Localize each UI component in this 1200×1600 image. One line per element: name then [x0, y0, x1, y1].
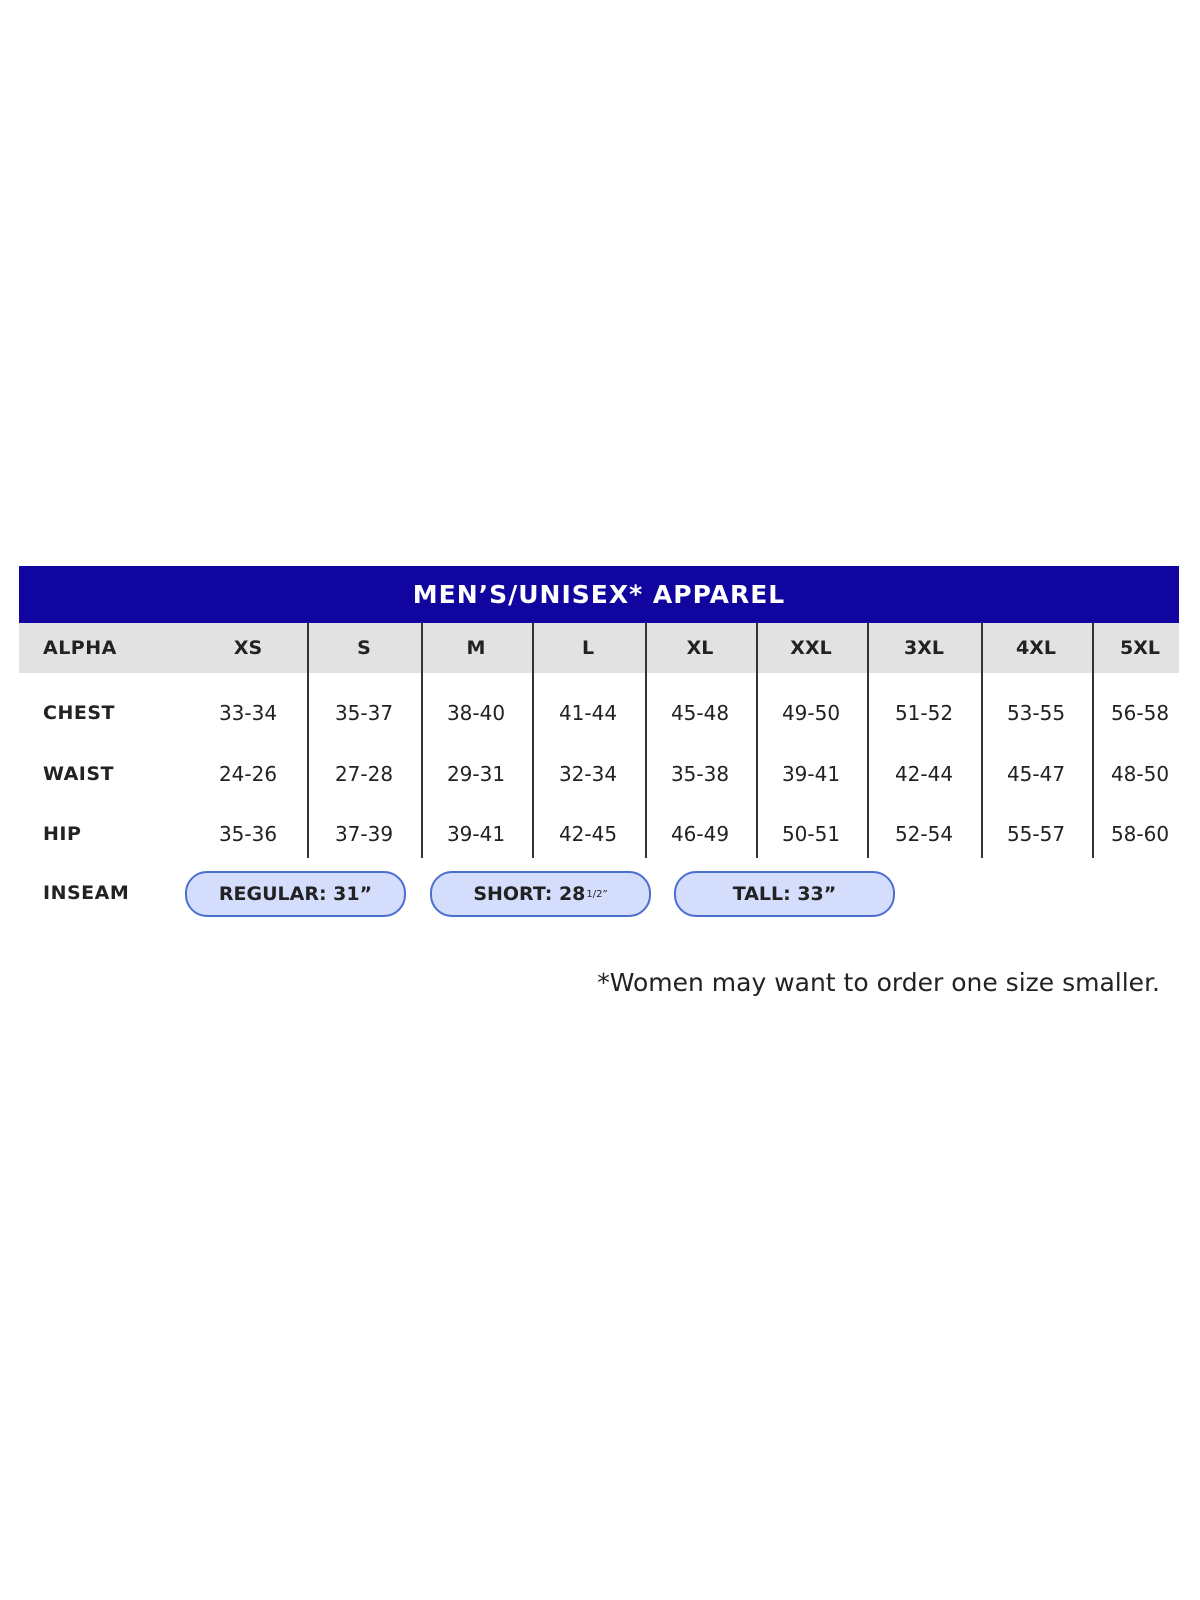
size-header: 4XL [1016, 637, 1056, 659]
chart-title: MEN’S/UNISEX* APPAREL [19, 566, 1179, 623]
table-cell: 41-44 [558, 701, 618, 725]
table-cell: 56-58 [1110, 701, 1170, 725]
table-cell: 55-57 [1006, 822, 1066, 846]
inseam-option: TALL: 33” [674, 871, 895, 917]
table-cell: 42-45 [558, 822, 618, 846]
row-label: CHEST [43, 702, 115, 724]
size-header: 5XL [1120, 637, 1160, 659]
header-label: ALPHA [43, 637, 117, 659]
inseam-text: SHORT: 28 [473, 883, 586, 905]
table-cell: 24-26 [218, 762, 278, 786]
size-header: 3XL [904, 637, 944, 659]
table-cell: 53-55 [1006, 701, 1066, 725]
table-cell: 49-50 [781, 701, 841, 725]
column-divider [867, 623, 869, 858]
size-header: XS [233, 637, 263, 659]
table-cell: 35-37 [334, 701, 394, 725]
header-row [19, 623, 1179, 673]
table-cell: 27-28 [334, 762, 394, 786]
inseam-option: SHORT: 28 1/2” [430, 871, 651, 917]
table-cell: 51-52 [894, 701, 954, 725]
table-cell: 39-41 [781, 762, 841, 786]
table-cell: 45-47 [1006, 762, 1066, 786]
table-cell: 58-60 [1110, 822, 1170, 846]
column-divider [645, 623, 647, 858]
table-cell: 29-31 [446, 762, 506, 786]
table-cell: 39-41 [446, 822, 506, 846]
column-divider [421, 623, 423, 858]
table-cell: 45-48 [670, 701, 730, 725]
size-header: M [466, 637, 486, 659]
inseam-text: REGULAR: 31” [218, 883, 373, 905]
column-divider [981, 623, 983, 858]
column-divider [307, 623, 309, 858]
table-cell: 32-34 [558, 762, 618, 786]
inseam-option: REGULAR: 31” [185, 871, 406, 917]
table-cell: 48-50 [1110, 762, 1170, 786]
table-cell: 38-40 [446, 701, 506, 725]
inseam-text: TALL: 33” [732, 883, 837, 905]
size-header: S [357, 637, 371, 659]
row-label: HIP [43, 823, 82, 845]
size-header: XXL [790, 637, 832, 659]
row-label: WAIST [43, 763, 115, 785]
inseam-label: INSEAM [43, 882, 130, 904]
table-cell: 37-39 [334, 822, 394, 846]
table-cell: 50-51 [781, 822, 841, 846]
table-cell: 35-38 [670, 762, 730, 786]
column-divider [532, 623, 534, 858]
column-divider [1092, 623, 1094, 858]
table-cell: 52-54 [894, 822, 954, 846]
inseam-fraction: 1/2” [586, 888, 608, 900]
table-cell: 33-34 [218, 701, 278, 725]
footnote: *Women may want to order one size smalle… [597, 968, 1160, 997]
table-cell: 35-36 [218, 822, 278, 846]
table-cell: 42-44 [894, 762, 954, 786]
size-header: XL [686, 637, 714, 659]
column-divider [756, 623, 758, 858]
table-cell: 46-49 [670, 822, 730, 846]
size-header: L [581, 637, 595, 659]
